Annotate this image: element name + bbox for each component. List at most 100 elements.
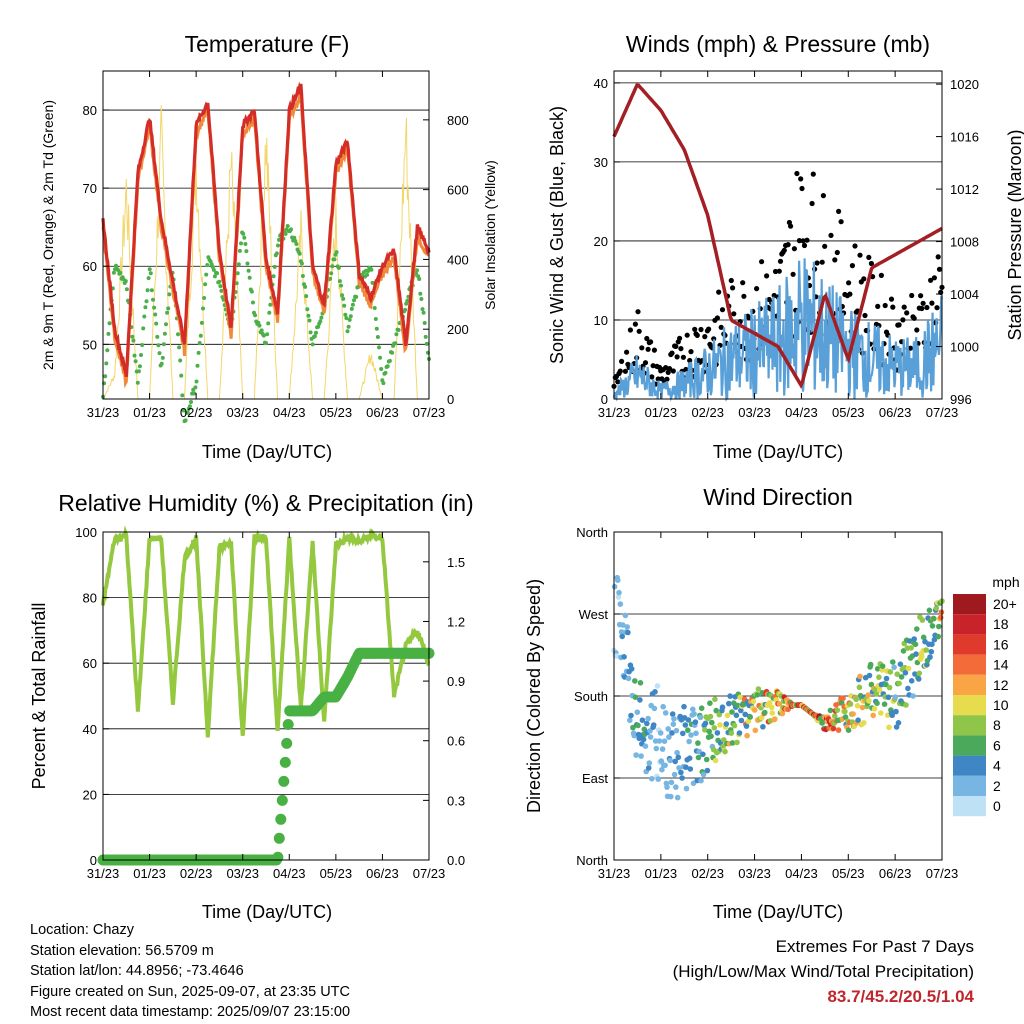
- y-tick-label: 40: [83, 722, 97, 737]
- dewpoint-point: [304, 294, 309, 299]
- gust-point: [764, 273, 770, 279]
- direction-point: [662, 762, 668, 769]
- x-tick-label: 07/23: [926, 866, 959, 881]
- dewpoint-point: [374, 326, 379, 331]
- dewpoint-point: [205, 263, 210, 267]
- direction-point: [738, 707, 744, 714]
- direction-point: [728, 730, 735, 736]
- extremes-heading: Extremes For Past 7 Days: [775, 937, 974, 956]
- direction-point: [611, 583, 618, 590]
- y2-tick-label: 0: [447, 392, 454, 407]
- direction-point: [881, 701, 888, 707]
- gust-point: [909, 292, 915, 299]
- dewpoint-point: [276, 243, 280, 248]
- direction-point: [686, 738, 692, 745]
- gust-point: [674, 354, 680, 360]
- direction-point: [910, 693, 916, 699]
- direction-point: [693, 730, 699, 737]
- dewpoint-point: [348, 314, 353, 319]
- gust-point: [918, 293, 924, 299]
- dewpoint-point: [419, 297, 424, 301]
- winds-ylabel: Sonic Wind & Gust (Blue, Black): [547, 106, 567, 364]
- dewpoint-point: [204, 272, 209, 277]
- direction-point: [702, 720, 709, 727]
- y-tick-label: 80: [83, 103, 97, 118]
- winds-xlabel: Time (Day/UTC): [713, 442, 843, 462]
- dewpoint-point: [340, 293, 345, 298]
- direction-point: [683, 785, 690, 792]
- gust-point: [684, 332, 690, 338]
- dewpoint-point: [404, 301, 409, 306]
- direction-point: [632, 694, 639, 700]
- dewpoint-point: [293, 239, 298, 243]
- winds-plot: [611, 82, 945, 402]
- direction-panel: Wind Direction 31/23 01/23 02/23 03/23 04/23…: [524, 484, 1020, 922]
- dewpoint-point: [133, 359, 138, 364]
- dewpoint-point: [201, 306, 205, 311]
- y2-tick-label: 0.6: [447, 734, 465, 749]
- x-tick-label: 02/23: [180, 405, 213, 420]
- dewpoint-point: [130, 334, 135, 339]
- dewpoint-point: [132, 353, 137, 358]
- dewpoint-point: [103, 374, 108, 379]
- direction-point: [625, 675, 632, 682]
- gust-point: [645, 346, 651, 352]
- dewpoint-point: [365, 272, 370, 277]
- humidity-plot: [97, 525, 435, 866]
- gust-point: [728, 277, 734, 284]
- direction-point: [772, 716, 778, 722]
- direction-point: [762, 709, 768, 716]
- gust-point: [896, 322, 902, 328]
- dewpoint-point: [345, 329, 350, 334]
- dewpoint-point: [329, 271, 334, 276]
- direction-point: [708, 733, 714, 739]
- direction-point: [876, 674, 882, 680]
- station-info: Location: Chazy Station elevation: 56.57…: [30, 920, 350, 1023]
- direction-point: [856, 684, 863, 691]
- direction-point: [653, 745, 660, 752]
- direction-point: [724, 712, 731, 719]
- extremes-subheading: (High/Low/Max Wind/Total Precipitation): [672, 962, 974, 981]
- x-tick-label: 01/23: [133, 866, 166, 881]
- gust-point: [801, 242, 808, 249]
- legend-label: 6: [993, 737, 1001, 753]
- solar-insolation-line: [102, 105, 429, 400]
- dewpoint-point: [423, 334, 428, 339]
- dewpoint-point: [253, 313, 258, 318]
- direction-point: [847, 701, 854, 707]
- dewpoint-point: [131, 338, 136, 343]
- direction-point: [622, 612, 629, 619]
- dewpoint-point: [106, 331, 111, 336]
- y2-tick-label: 1016: [950, 130, 979, 145]
- dewpoint-point: [105, 348, 110, 353]
- direction-point: [647, 734, 654, 740]
- direction-point: [615, 594, 622, 600]
- direction-point: [673, 784, 679, 790]
- direction-point: [919, 617, 926, 623]
- legend-title: mph: [992, 574, 1019, 590]
- gust-point: [688, 349, 694, 355]
- direction-point: [659, 766, 665, 773]
- precip-point: [273, 832, 285, 844]
- direction-point: [695, 754, 702, 761]
- dewpoint-point: [277, 237, 281, 242]
- direction-point: [853, 696, 859, 703]
- dewpoint-point: [266, 321, 271, 326]
- dewpoint-point: [187, 404, 192, 409]
- direction-point: [842, 714, 849, 720]
- gust-point: [718, 324, 724, 330]
- y2-tick-label: 0.0: [447, 853, 465, 868]
- gust-point: [655, 376, 661, 382]
- legend-label: 16: [993, 636, 1009, 652]
- direction-point: [713, 707, 719, 714]
- dewpoint-point: [197, 341, 202, 345]
- gust-point: [900, 317, 906, 323]
- x-tick-label: 31/23: [598, 866, 631, 881]
- direction-point: [898, 674, 905, 680]
- gust-point: [664, 376, 670, 382]
- dewpoint-point: [403, 307, 408, 312]
- direction-point: [914, 626, 920, 632]
- gust-point: [929, 300, 935, 306]
- y2-tick-label: 1008: [950, 235, 979, 250]
- gust-point: [920, 300, 926, 306]
